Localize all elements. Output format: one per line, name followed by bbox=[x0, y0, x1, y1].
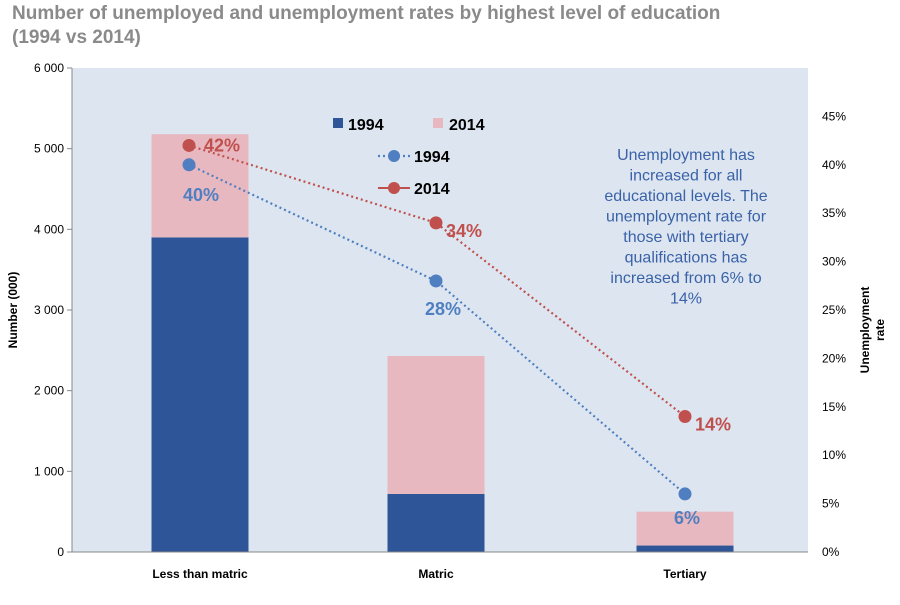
annotation-text: Unemployment has increased for all educati… bbox=[604, 147, 767, 308]
y-left-tick-label: 5 000 bbox=[34, 142, 64, 156]
bar-group bbox=[151, 134, 734, 552]
line-2014 bbox=[188, 144, 686, 418]
legend-label-line-1994: 1994 bbox=[414, 149, 450, 166]
chart-title-line-1: Number of unemployed and unemployment ra… bbox=[12, 3, 721, 24]
annotation-line: increased for all bbox=[630, 168, 743, 185]
y-left-tick-label: 6 000 bbox=[34, 61, 64, 75]
y-right-tick-label: 25% bbox=[822, 303, 846, 317]
y-left-tick-label: 1 000 bbox=[34, 464, 64, 478]
annotation-line: qualifications has bbox=[625, 250, 748, 267]
bar-2014-0 bbox=[151, 134, 249, 238]
annotation-line: those with tertiary bbox=[623, 229, 748, 246]
annotation-line: Unemployment has bbox=[617, 147, 755, 164]
y-axis-right-label-line-2: rate bbox=[873, 319, 887, 341]
point-1994-2 bbox=[678, 487, 692, 501]
y-right-tick-label: 0% bbox=[822, 545, 840, 559]
legend-label-line-2014: 2014 bbox=[414, 181, 450, 198]
line-1994 bbox=[188, 163, 686, 495]
legend-swatch-bar-2014 bbox=[433, 118, 443, 128]
legend-marker-1994 bbox=[388, 150, 400, 162]
axes: 0 1 000 2 000 3 000 4 000 5 000 6 000 0% 5% 10% 15… bbox=[34, 61, 846, 581]
chart-title: Number of unemployed and unemployment ra… bbox=[12, 2, 882, 50]
y-left-tick-label: 3 000 bbox=[34, 303, 64, 317]
bar-1994-0 bbox=[151, 237, 249, 552]
x-tick-label: Tertiary bbox=[663, 567, 706, 581]
y-left-tick-label: 0 bbox=[57, 545, 64, 559]
data-label-2014-1: 34% bbox=[446, 221, 482, 241]
y-left-tick-label: 4 000 bbox=[34, 222, 64, 236]
legend-marker-2014 bbox=[388, 182, 400, 194]
annotation-line: 14% bbox=[670, 291, 702, 308]
point-2014-2 bbox=[678, 409, 692, 423]
point-2014-0 bbox=[182, 138, 196, 152]
data-label-1994-0: 40% bbox=[183, 185, 219, 205]
y-axis-right-label-line-1: Unemployment bbox=[858, 287, 872, 374]
x-tick-label: Matric bbox=[418, 567, 454, 581]
data-label-2014-2: 14% bbox=[695, 414, 731, 434]
bar-1994-1 bbox=[387, 493, 485, 552]
annotation-line: educational levels. The bbox=[604, 188, 767, 205]
point-1994-0 bbox=[182, 158, 196, 172]
legend: 1994 2014 1994 2014 bbox=[333, 117, 485, 198]
y-right-tick-label: 20% bbox=[822, 351, 846, 365]
annotation-line: unemployment rate for bbox=[606, 209, 767, 226]
point-1994-1 bbox=[429, 274, 443, 288]
data-label-2014-0: 42% bbox=[204, 135, 240, 155]
y-right-tick-label: 5% bbox=[822, 497, 840, 511]
data-label-1994-2: 6% bbox=[674, 508, 700, 528]
bar-1994-2 bbox=[636, 545, 734, 552]
y-axis-left-label: Number (000) bbox=[6, 272, 20, 349]
legend-swatch-bar-1994 bbox=[333, 118, 343, 128]
bar-2014-2 bbox=[636, 511, 734, 546]
y-right-tick-label: 30% bbox=[822, 255, 846, 269]
y-right-tick-label: 35% bbox=[822, 206, 846, 220]
data-label-1994-1: 28% bbox=[425, 299, 461, 319]
legend-label-bar-1994: 1994 bbox=[348, 117, 384, 134]
point-2014-1 bbox=[429, 216, 443, 230]
y-right-tick-label: 45% bbox=[822, 109, 846, 123]
y-left-tick-label: 2 000 bbox=[34, 384, 64, 398]
x-tick-label: Less than matric bbox=[152, 567, 248, 581]
annotation-line: increased from 6% to bbox=[610, 270, 761, 287]
y-right-tick-label: 10% bbox=[822, 448, 846, 462]
chart-title-line-2: (1994 vs 2014) bbox=[12, 27, 141, 48]
legend-label-bar-2014: 2014 bbox=[449, 117, 485, 134]
y-right-tick-label: 15% bbox=[822, 400, 846, 414]
line-group: 40% 28% 6% 42% 34% 14% bbox=[182, 135, 731, 528]
bar-2014-1 bbox=[387, 355, 485, 494]
y-right-tick-label: 40% bbox=[822, 158, 846, 172]
